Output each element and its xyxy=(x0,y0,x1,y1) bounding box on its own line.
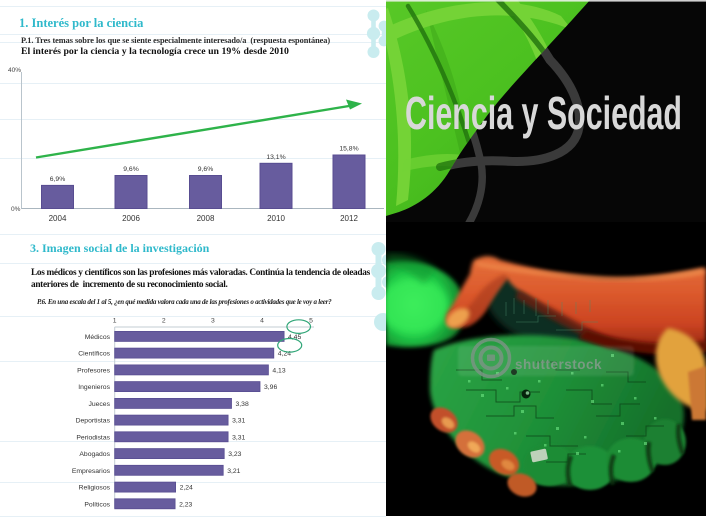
svg-text:3,96: 3,96 xyxy=(264,384,277,391)
svg-text:5: 5 xyxy=(309,318,313,325)
svg-text:2,23: 2,23 xyxy=(179,501,192,508)
svg-text:Ingenieros: Ingenieros xyxy=(78,384,110,391)
svg-text:2006: 2006 xyxy=(122,214,140,223)
svg-text:3,31: 3,31 xyxy=(232,418,245,425)
svg-text:3: 3 xyxy=(211,318,215,325)
svg-text:Ciencia y Sociedad: Ciencia y Sociedad xyxy=(405,87,682,139)
svg-text:4,45: 4,45 xyxy=(288,334,301,341)
svg-text:13,1%: 13,1% xyxy=(266,154,285,161)
svg-text:9,6%: 9,6% xyxy=(198,166,214,173)
svg-text:Jueces: Jueces xyxy=(88,401,110,408)
svg-text:3,23: 3,23 xyxy=(228,451,241,458)
svg-text:2004: 2004 xyxy=(49,214,67,223)
svg-text:1: 1 xyxy=(113,318,117,325)
svg-text:Periodistas: Periodistas xyxy=(76,434,110,441)
svg-text:40%: 40% xyxy=(8,67,21,74)
svg-text:4,13: 4,13 xyxy=(272,367,285,374)
svg-text:15,8%: 15,8% xyxy=(339,146,358,153)
svg-text:Religiosos: Religiosos xyxy=(79,485,111,492)
svg-text:6,9%: 6,9% xyxy=(50,176,66,183)
svg-text:Científicos: Científicos xyxy=(78,351,110,358)
svg-text:2,24: 2,24 xyxy=(180,485,193,492)
svg-text:Políticos: Políticos xyxy=(84,501,110,508)
svg-text:3,21: 3,21 xyxy=(227,468,240,475)
svg-text:9,6%: 9,6% xyxy=(123,166,139,173)
svg-text:Empresarios: Empresarios xyxy=(72,468,111,475)
svg-text:Profesores: Profesores xyxy=(77,367,110,374)
svg-text:2008: 2008 xyxy=(197,214,215,223)
svg-text:0%: 0% xyxy=(11,206,21,213)
svg-text:2010: 2010 xyxy=(267,214,285,223)
svg-text:3,31: 3,31 xyxy=(232,434,245,441)
svg-text:Médicos: Médicos xyxy=(85,334,111,341)
svg-text:2: 2 xyxy=(162,318,166,325)
svg-text:4,24: 4,24 xyxy=(278,351,291,358)
svg-text:shutterstock: shutterstock xyxy=(515,357,602,372)
svg-text:2012: 2012 xyxy=(340,214,358,223)
svg-text:4: 4 xyxy=(260,318,264,325)
svg-text:3,38: 3,38 xyxy=(236,401,249,408)
svg-text:Abogados: Abogados xyxy=(79,451,110,458)
svg-text:Deportistas: Deportistas xyxy=(76,418,111,425)
